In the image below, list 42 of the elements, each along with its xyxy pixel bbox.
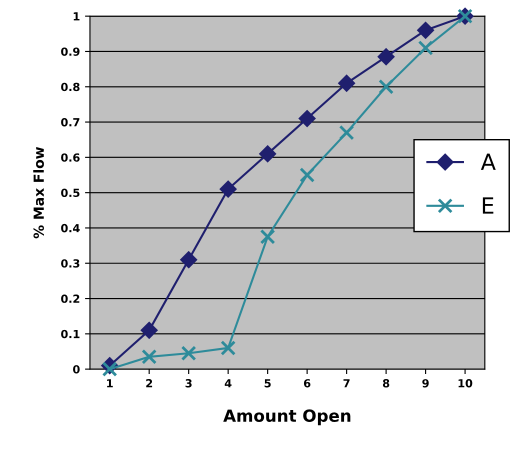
point	[378, 48, 395, 66]
point	[181, 346, 196, 361]
y-tick-label: 0.4	[61, 224, 80, 232]
y-tick-label: 0.8	[61, 82, 80, 92]
point	[418, 40, 434, 56]
y-tick-label: 0.7	[61, 118, 80, 126]
y-tick-label: 1	[74, 12, 80, 20]
point	[299, 167, 315, 183]
legend-label: E	[482, 197, 494, 214]
x-axis-title: Amount Open	[223, 409, 350, 426]
point	[417, 22, 434, 39]
x-tick-label: 4	[224, 379, 232, 388]
x-tick-label: 1	[107, 379, 113, 388]
point	[338, 125, 354, 140]
legend-label: A	[480, 154, 496, 170]
point	[220, 340, 236, 356]
point	[260, 229, 276, 244]
point	[259, 145, 276, 162]
y-tick-label: 0.5	[61, 188, 80, 198]
x-tick-label: 8	[382, 379, 390, 388]
x-tick-label: 10	[458, 379, 472, 388]
point	[102, 361, 118, 377]
y-tick-label: 0.1	[61, 330, 80, 338]
x-tick-label: 3	[186, 379, 192, 388]
point	[220, 180, 237, 198]
y-tick-label: 0.2	[61, 294, 80, 303]
x-tick-label: 6	[304, 379, 310, 388]
x-tick-label: 7	[343, 379, 350, 388]
y-tick-label: 0	[73, 365, 80, 374]
y-axis-title: % Max Flow	[33, 146, 44, 238]
y-tick-label: 0.3	[61, 259, 80, 268]
y-tick-label: 0.6	[61, 153, 80, 162]
point	[140, 322, 158, 339]
y-tick-label: 0.9	[61, 47, 80, 56]
point	[298, 110, 316, 128]
point	[142, 349, 157, 364]
x-tick-label: 5	[264, 379, 271, 388]
point	[378, 79, 394, 94]
x-tick-label: 9	[422, 379, 429, 388]
point	[338, 74, 356, 92]
x-tick-label: 2	[146, 379, 152, 388]
point	[180, 251, 198, 268]
